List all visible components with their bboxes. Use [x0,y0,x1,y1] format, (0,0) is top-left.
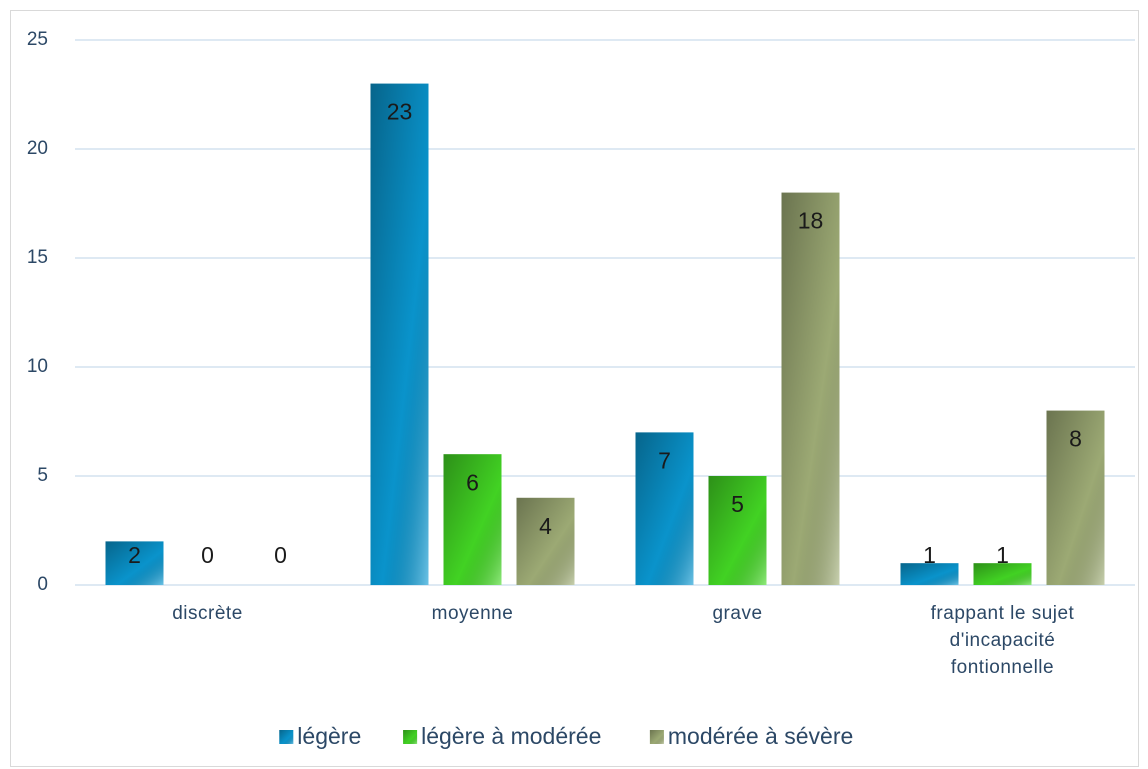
legend-swatch-shade [403,730,418,744]
bar-shade [1046,410,1105,585]
y-tick-label: 0 [37,574,48,595]
x-tick-label-box: grave [712,603,763,624]
value-label: 0 [201,542,214,568]
bar-group [708,476,767,585]
value-label: 7 [658,447,671,473]
bar-shade [370,83,429,585]
bar-shade [635,432,694,585]
value-label: 2 [128,542,141,568]
value-label: 18 [798,208,824,234]
y-tick-label: 15 [27,247,48,268]
bar-shade [973,563,1032,585]
legend-swatch-shade [649,730,664,744]
chart-frame [10,10,1139,767]
value-label: 1 [923,542,936,568]
bar-shade [516,497,575,585]
value-label: 4 [539,513,552,539]
legend-label: modérée à sévère [668,723,853,749]
value-label: 5 [731,491,744,517]
bar-group [516,497,575,585]
legend-label: légère à modérée [421,723,601,749]
value-label: 6 [466,469,479,495]
bar-shade [900,563,959,585]
bar-group [900,563,959,585]
y-tick-label: 25 [27,29,48,50]
y-tick-label: 20 [27,138,48,159]
value-label: 8 [1069,426,1082,452]
legend-label: légère [297,723,361,749]
y-tick-label: 5 [37,465,48,486]
bar-group [781,192,840,585]
value-label: 1 [996,542,1009,568]
x-tick-label-box: moyenne [431,603,514,624]
bar-group [370,83,429,585]
bar-shade [708,476,767,585]
bar-group [1046,410,1105,585]
bar-group [443,454,502,585]
x-tick-label: moyenne [431,603,514,624]
bar-group [635,432,694,585]
bar-shade [781,192,840,585]
bar-group [973,563,1032,585]
bar-shade [443,454,502,585]
x-tick-label: frappant le sujet d'incapacité fontionne… [930,603,1075,678]
value-label: 23 [387,99,413,125]
x-tick-label: grave [712,603,763,624]
x-tick-label-box: frappant le sujet d'incapacité fontionne… [930,603,1075,678]
x-tick-label: discrète [172,603,243,624]
bar-shade [105,541,164,585]
x-tick-label-box: discrète [172,603,243,624]
legend-swatch-shade [279,730,294,744]
value-label: 0 [274,542,287,568]
y-tick-label: 10 [27,356,48,377]
bar-group [105,541,164,585]
